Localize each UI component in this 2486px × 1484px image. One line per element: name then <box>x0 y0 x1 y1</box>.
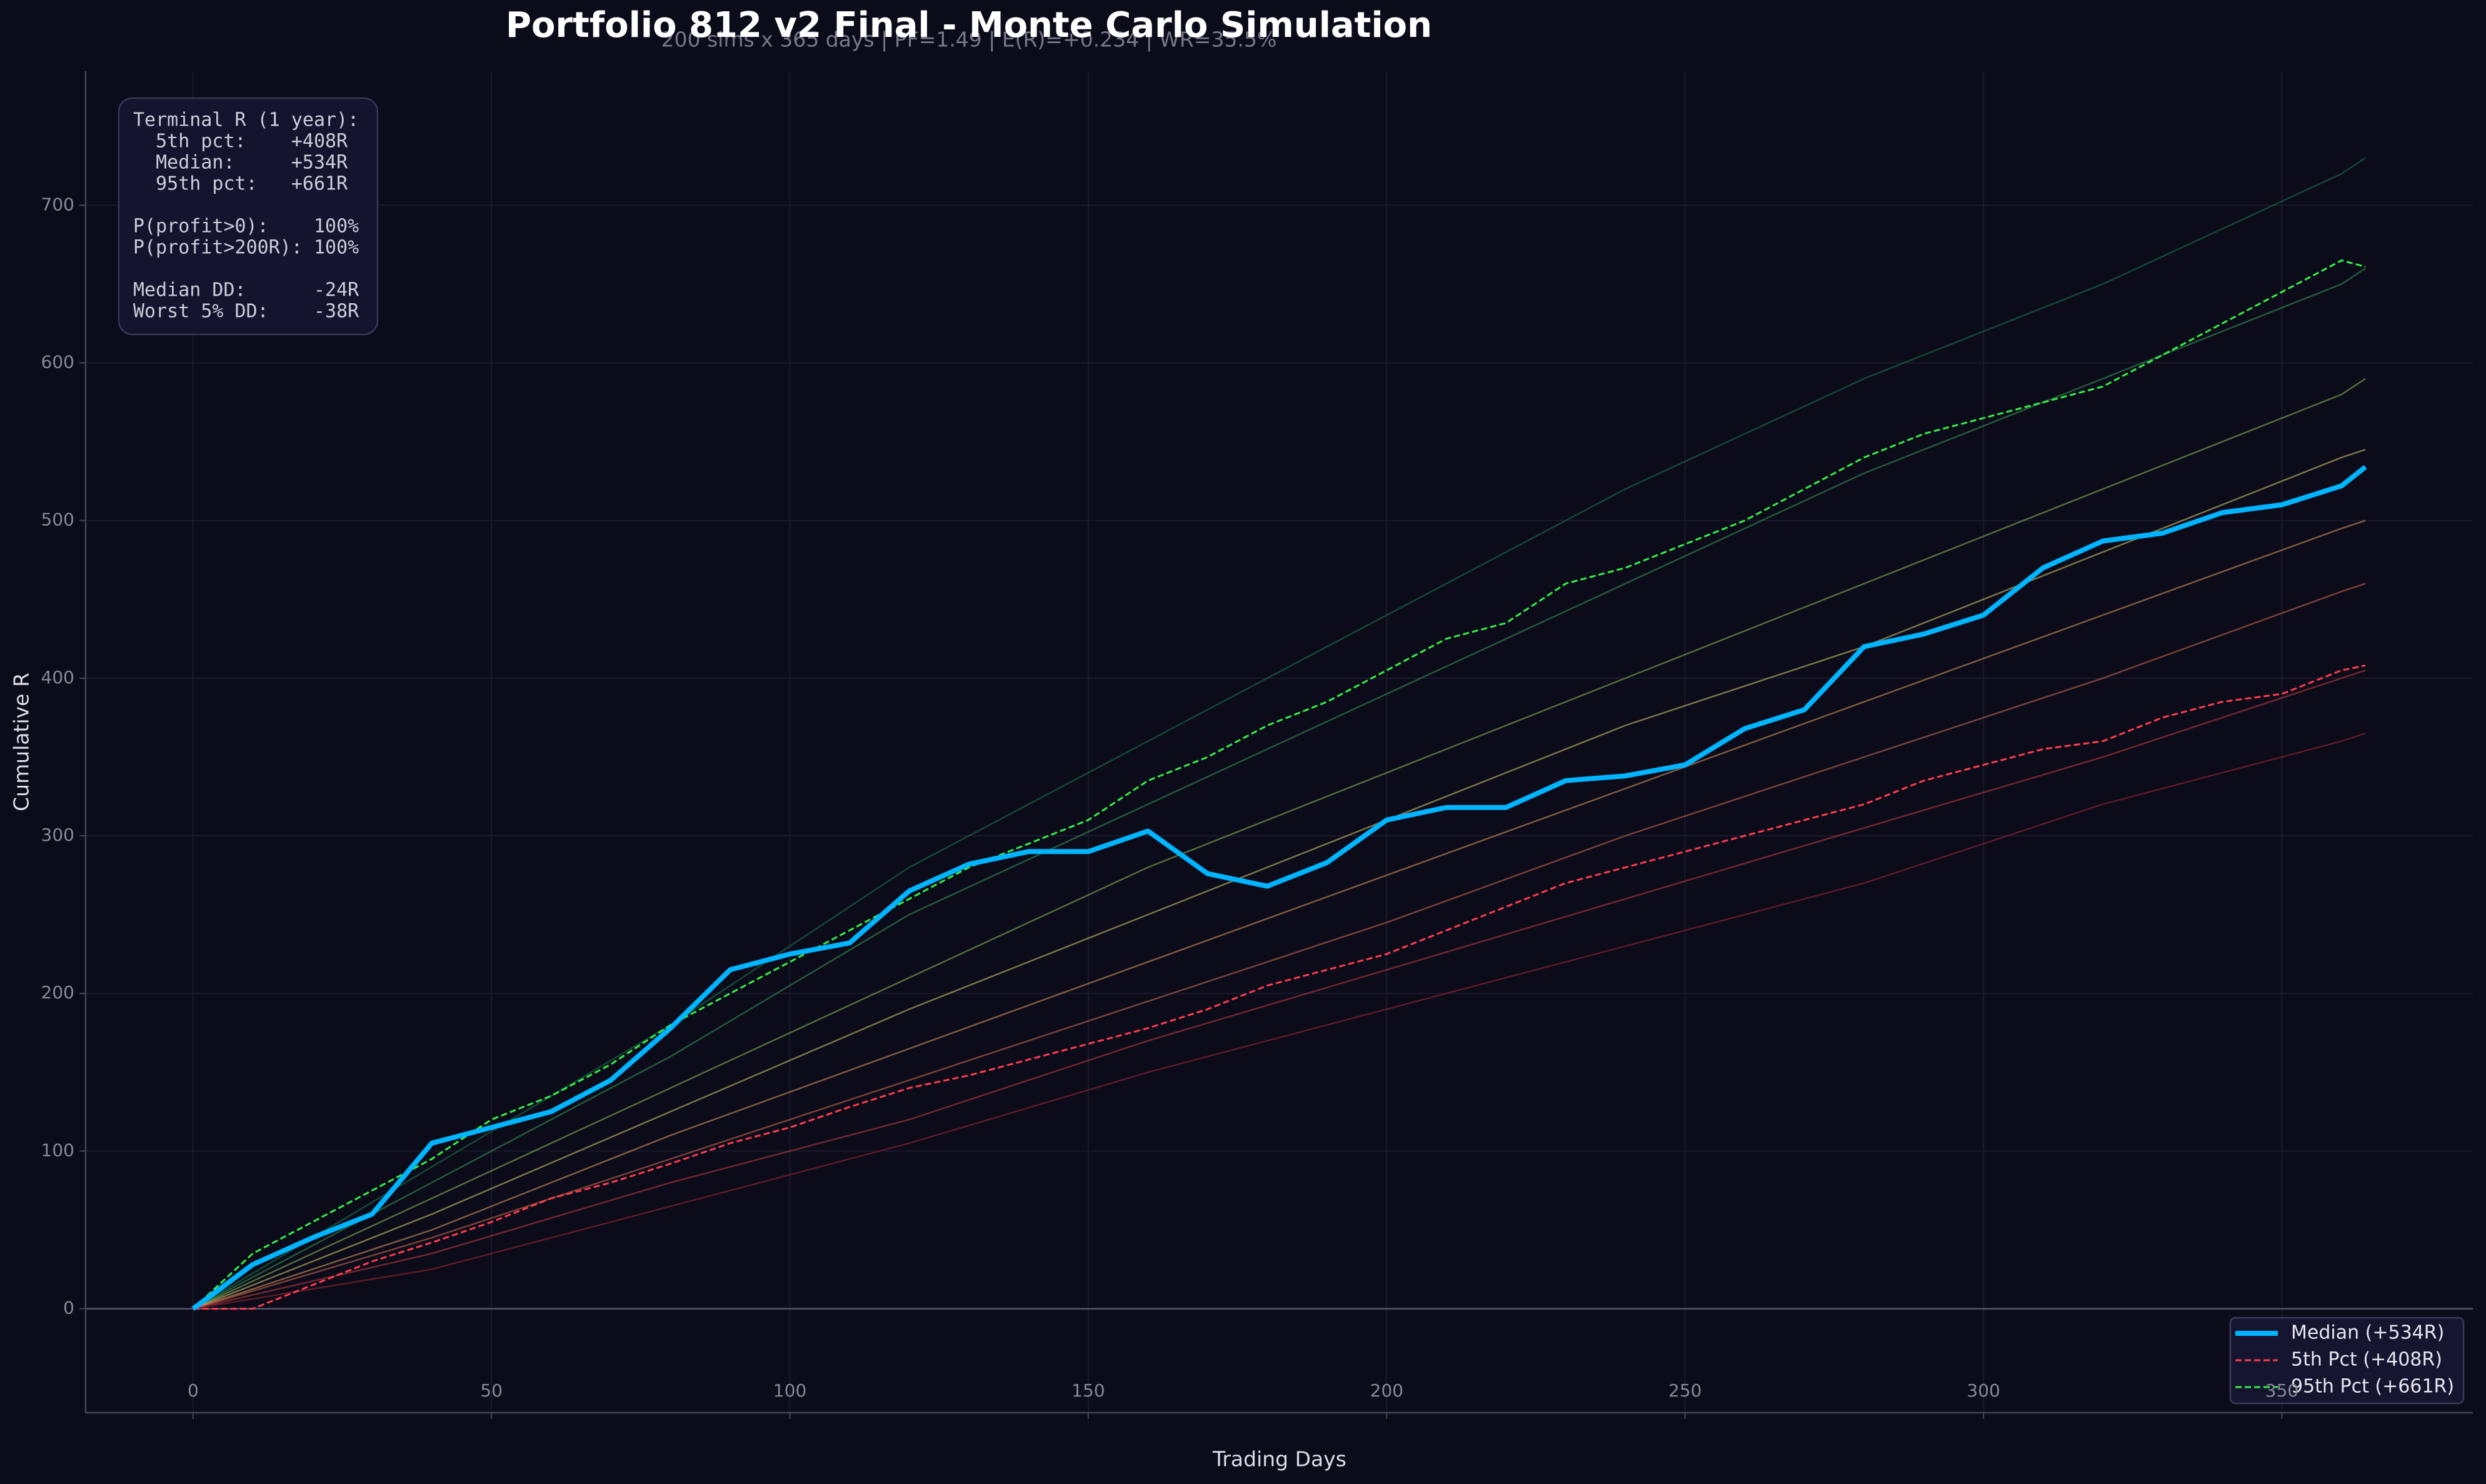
simulations <box>193 157 2366 1310</box>
simulation-line <box>193 268 2366 1310</box>
stats-line: Terminal R (1 year): <box>133 109 359 131</box>
y-tick-label: 300 <box>41 825 74 845</box>
subtitle: 200 sims x 365 days | PF=1.49 | E(R)=+0.… <box>661 28 1277 52</box>
x-tick-label: 300 <box>1967 1380 2000 1401</box>
legend-box <box>2229 1316 2465 1405</box>
stats-line: Median: +534R <box>133 152 348 174</box>
y-tick-label: 200 <box>41 982 74 1003</box>
legend-label: 95th Pct (+661R) <box>2291 1376 2454 1398</box>
stats-line: P(profit>200R): 100% <box>133 237 359 259</box>
y-tick-label: 400 <box>41 667 74 688</box>
series-line <box>191 464 2367 1311</box>
stats-line: Worst 5% DD: -38R <box>133 301 359 323</box>
y-tick-label: 700 <box>41 194 74 214</box>
stats-box <box>118 97 379 336</box>
stats-line: 5th pct: +408R <box>133 131 348 153</box>
series-line <box>193 664 2366 1310</box>
stats-line: P(profit>0): 100% <box>133 216 359 238</box>
y-axis-label: Cumulative R <box>9 673 34 811</box>
stats-text: Terminal R (1 year): 5th pct: +408R Medi… <box>133 109 359 323</box>
y-tick-label: 100 <box>41 1140 74 1160</box>
legend-label: Median (+534R) <box>2291 1322 2444 1344</box>
x-tick-label: 200 <box>1370 1380 1403 1401</box>
y-tick-label: 600 <box>41 352 74 373</box>
simulation-line <box>193 378 2366 1310</box>
y-tick-label: 0 <box>63 1298 74 1318</box>
x-tick-label: 350 <box>2265 1380 2298 1401</box>
legend: Median (+534R) 5th Pct (+408R) 95th Pct (+… <box>2229 1316 2465 1405</box>
y-tick-label: 500 <box>41 509 74 530</box>
x-tick-label: 250 <box>1668 1380 1702 1401</box>
x-tick-label: 50 <box>480 1380 503 1401</box>
legend-label: 5th Pct (+408R) <box>2291 1349 2442 1371</box>
x-tick-label: 0 <box>188 1380 199 1401</box>
stats-line: Median DD: -24R <box>133 279 359 301</box>
series-line <box>192 259 2366 1310</box>
plot <box>191 259 2367 1311</box>
x-axis-label: Trading Days <box>1212 1447 1346 1471</box>
simulation-line <box>193 583 2366 1310</box>
simulation-line <box>193 732 2366 1310</box>
stats-line: 95th pct: +661R <box>133 173 348 195</box>
grid <box>86 71 2473 1413</box>
simulation-line <box>193 157 2366 1310</box>
chart-title: Portfolio 812 v2 Final - Monte Carlo Sim… <box>506 5 1432 46</box>
simulation-line <box>193 669 2366 1310</box>
x-tick-label: 100 <box>773 1380 806 1401</box>
x-tick-label: 150 <box>1071 1380 1105 1401</box>
simulation-line <box>193 519 2366 1310</box>
